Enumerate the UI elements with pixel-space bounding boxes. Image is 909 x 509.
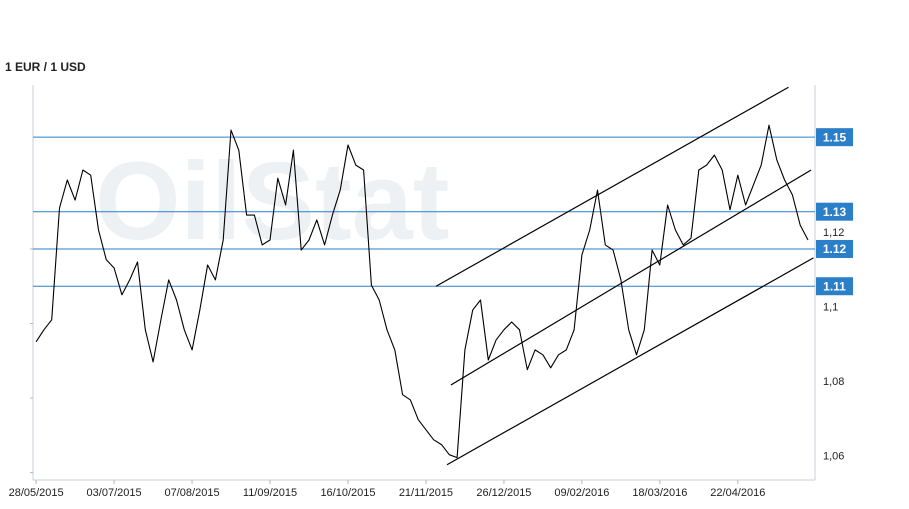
price-line — [35, 124, 809, 459]
watermark: OilStat — [95, 140, 450, 263]
level-label: 1.12 — [823, 242, 847, 256]
trend-line — [435, 86, 789, 287]
y-tick-label: 1,06 — [823, 450, 844, 462]
level-label-box — [816, 277, 853, 296]
level-label: 1.15 — [823, 130, 847, 144]
x-tick-label: 09/02/2016 — [554, 487, 609, 499]
y-tick-label: 1,1 — [823, 301, 838, 313]
trend-line — [450, 169, 812, 386]
x-tick-label: 03/07/2015 — [87, 487, 142, 499]
x-tick-label: 26/12/2015 — [476, 487, 531, 499]
x-tick-label: 22/04/2016 — [710, 487, 765, 499]
x-tick-label: 21/11/2015 — [399, 487, 453, 499]
level-label-box — [816, 239, 853, 258]
y-tick-label: 1,08 — [823, 376, 844, 388]
x-tick-label: 16/10/2015 — [320, 487, 375, 499]
x-tick-label: 07/08/2015 — [165, 487, 220, 499]
x-tick-label: 28/05/2015 — [9, 487, 64, 499]
level-label-box — [816, 128, 853, 147]
y-tick-label: 1,12 — [823, 227, 844, 239]
level-label-box — [816, 202, 853, 221]
x-tick-label: 11/09/2015 — [243, 487, 297, 499]
level-label: 1.11 — [823, 279, 846, 293]
level-label: 1.13 — [823, 205, 847, 219]
trend-line — [446, 257, 814, 466]
x-tick-label: 18/03/2016 — [632, 487, 687, 499]
chart-title: 1 EUR / 1 USD — [5, 60, 86, 74]
